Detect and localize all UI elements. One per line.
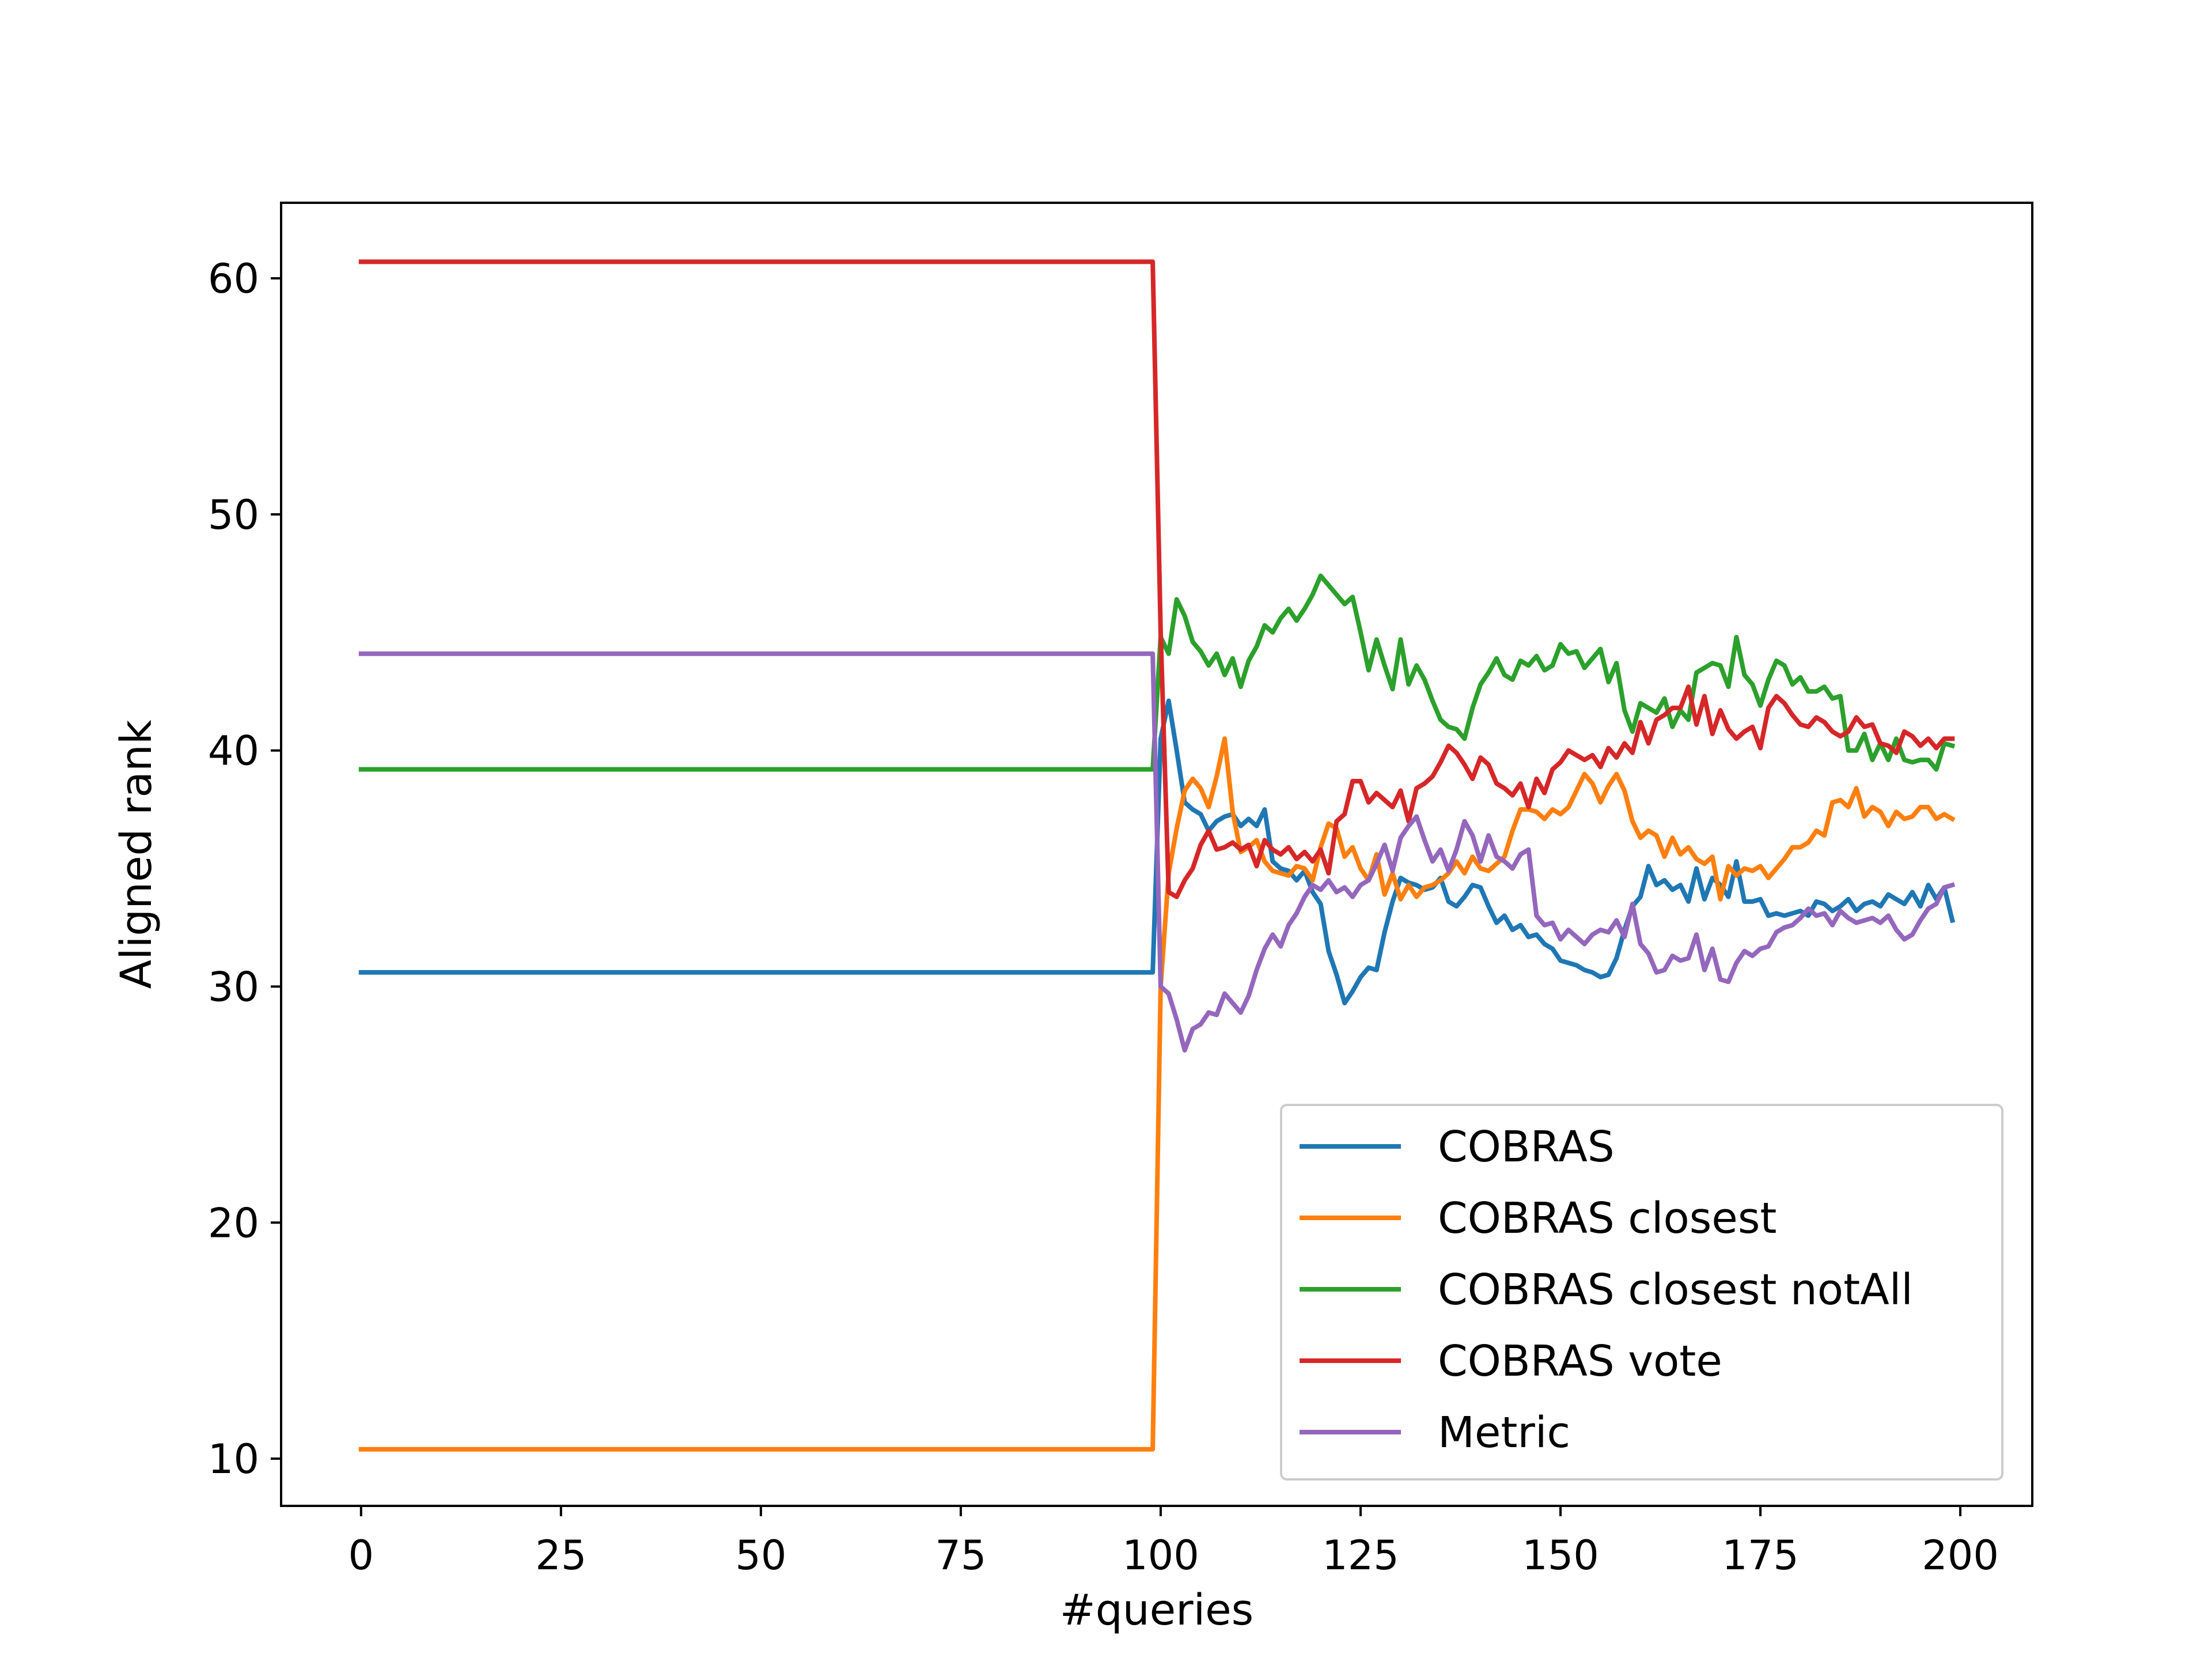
y-tick-label: 40 xyxy=(208,728,259,775)
x-axis-label: #queries xyxy=(1060,1585,1253,1635)
x-tick-label: 100 xyxy=(1122,1532,1199,1579)
y-tick-label: 10 xyxy=(208,1436,259,1483)
x-tick-label: 75 xyxy=(935,1532,986,1579)
series-line-5 xyxy=(358,651,1956,1053)
legend-label-4: COBRAS vote xyxy=(1438,1337,1722,1386)
y-axis-label: Aligned rank xyxy=(112,720,161,989)
y-axis-ticks: 10 20 30 40 50 60 xyxy=(208,255,281,1483)
legend-box xyxy=(1280,1104,2003,1481)
x-tick-label: 125 xyxy=(1322,1532,1399,1579)
series-line-4 xyxy=(358,259,1955,899)
x-tick-label: 0 xyxy=(349,1532,374,1579)
legend-label-2: COBRAS closest xyxy=(1438,1194,1777,1243)
y-tick-label: 50 xyxy=(208,491,259,539)
y-tick-label: 30 xyxy=(208,963,259,1010)
x-tick-label: 150 xyxy=(1522,1532,1599,1579)
y-tick-label: 60 xyxy=(208,255,259,302)
x-axis-ticks: 0 25 50 75 100 125 150 175 200 xyxy=(349,1506,1999,1579)
legend-label-3: COBRAS closest notAll xyxy=(1438,1265,1913,1315)
x-tick-label: 175 xyxy=(1722,1532,1799,1579)
series-line-3 xyxy=(358,573,1956,772)
y-tick-label: 20 xyxy=(208,1199,259,1247)
plot-area-frame xyxy=(280,202,2033,1507)
legend-label-1: COBRAS xyxy=(1438,1122,1615,1172)
series-line-2 xyxy=(358,736,1956,1452)
x-tick-label: 50 xyxy=(735,1532,786,1579)
legend-label-5: Metric xyxy=(1438,1408,1570,1457)
series-line-1 xyxy=(358,698,1956,1006)
legend: COBRAS COBRAS closest COBRAS closest notAl… xyxy=(1280,1104,2003,1481)
series-lines xyxy=(358,259,1956,1452)
x-tick-label: 200 xyxy=(1922,1532,1999,1579)
x-tick-label: 25 xyxy=(535,1532,586,1579)
